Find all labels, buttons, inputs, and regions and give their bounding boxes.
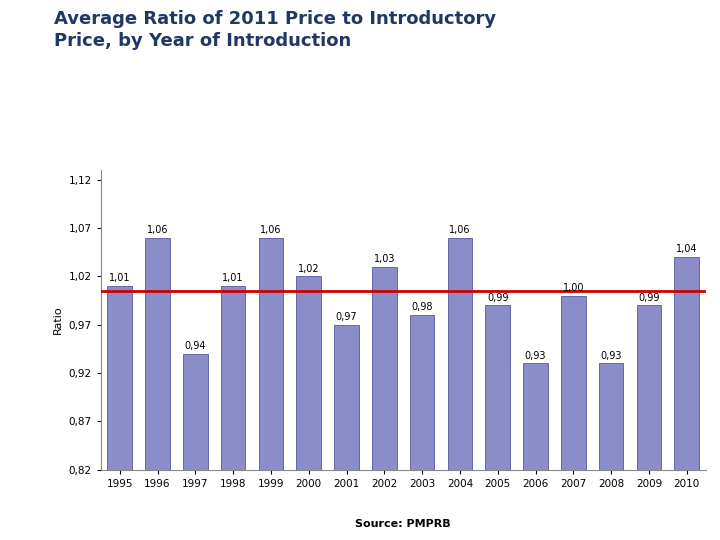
Text: 0,97: 0,97: [336, 312, 357, 322]
Bar: [297, 276, 321, 540]
Bar: [636, 306, 661, 540]
Text: 1,01: 1,01: [222, 273, 244, 283]
Bar: [372, 267, 397, 540]
Text: 1,02: 1,02: [298, 264, 320, 274]
Text: Average Ratio of 2011 Price to Introductory
Price, by Year of Introduction: Average Ratio of 2011 Price to Introduct…: [54, 10, 496, 50]
Bar: [107, 286, 132, 540]
Bar: [183, 354, 207, 540]
Text: 1,06: 1,06: [147, 225, 168, 235]
Bar: [448, 238, 472, 540]
Text: 1,06: 1,06: [449, 225, 471, 235]
Y-axis label: Ratio: Ratio: [53, 306, 63, 334]
Bar: [334, 325, 359, 540]
Text: 0,93: 0,93: [525, 350, 546, 361]
Text: 0,99: 0,99: [487, 293, 508, 302]
Bar: [485, 306, 510, 540]
Bar: [258, 238, 283, 540]
Text: www.pmprb-cepmb.gc.ca: www.pmprb-cepmb.gc.ca: [564, 515, 706, 525]
Text: 1,01: 1,01: [109, 273, 130, 283]
Text: 0,98: 0,98: [411, 302, 433, 312]
Text: 0,99: 0,99: [638, 293, 660, 302]
Text: 1,03: 1,03: [374, 254, 395, 264]
Bar: [675, 257, 699, 540]
Bar: [599, 363, 624, 540]
Text: 1,04: 1,04: [676, 244, 698, 254]
Text: 1,06: 1,06: [260, 225, 282, 235]
Bar: [561, 296, 585, 540]
Bar: [523, 363, 548, 540]
Text: 15: 15: [14, 513, 34, 526]
Text: Source: PMPRB: Source: PMPRB: [356, 519, 451, 529]
Text: 1,00: 1,00: [562, 283, 584, 293]
Bar: [410, 315, 434, 540]
Text: 0,94: 0,94: [184, 341, 206, 351]
Bar: [145, 238, 170, 540]
Bar: [221, 286, 246, 540]
Text: 0,93: 0,93: [600, 350, 622, 361]
